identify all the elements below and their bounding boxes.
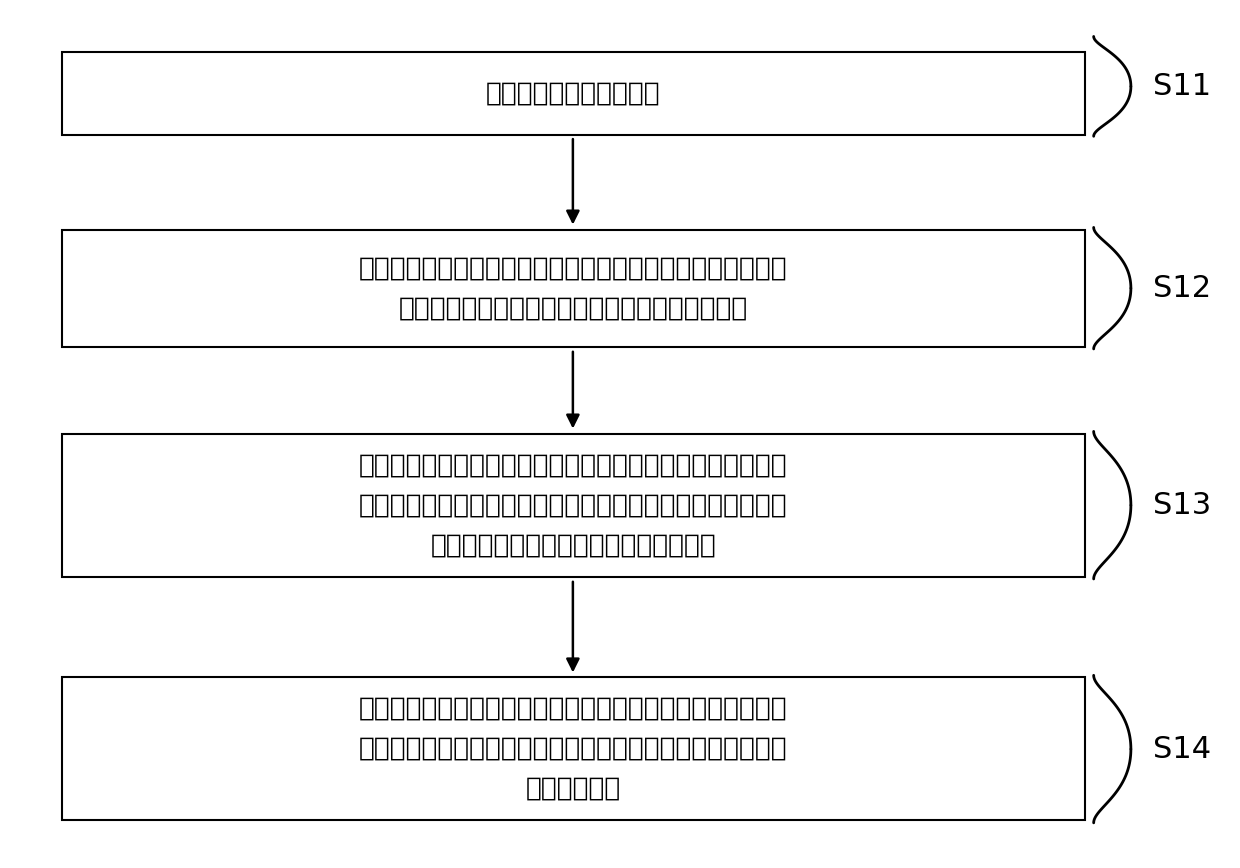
- Text: S12: S12: [1153, 273, 1211, 303]
- Text: S13: S13: [1153, 490, 1211, 520]
- FancyBboxPatch shape: [62, 52, 1085, 135]
- Text: 对所述储罐模型进行腐蚀试验，并通过声发射传感器对腐蚀过
程进行监测，以确定声发射信号与腐蚀速率的拟合关系，所述
声发射传感器设置于所述储罐模型的底部: 对所述储罐模型进行腐蚀试验，并通过声发射传感器对腐蚀过 程进行监测，以确定声发射…: [360, 452, 787, 559]
- Text: 获取目标储罐的工况参数: 获取目标储罐的工况参数: [486, 81, 661, 106]
- FancyBboxPatch shape: [62, 230, 1085, 347]
- FancyBboxPatch shape: [62, 434, 1085, 577]
- Text: S11: S11: [1153, 72, 1211, 101]
- Text: S14: S14: [1153, 734, 1211, 764]
- Text: 获取目标储罐的声发射信号数据，并根据目标储罐的声发射信
号数据、声发射信号与腐蚀速率的拟合关系，确定目标储罐底
部的腐蚀速率: 获取目标储罐的声发射信号数据，并根据目标储罐的声发射信 号数据、声发射信号与腐蚀…: [360, 695, 787, 802]
- FancyBboxPatch shape: [62, 677, 1085, 820]
- Text: 根据目标储罐的工况参数，建立目标储罐的储罐模型，其中，
储罐模型的底部的面积与声发射传感器的面积相同: 根据目标储罐的工况参数，建立目标储罐的储罐模型，其中， 储罐模型的底部的面积与声…: [360, 255, 787, 322]
